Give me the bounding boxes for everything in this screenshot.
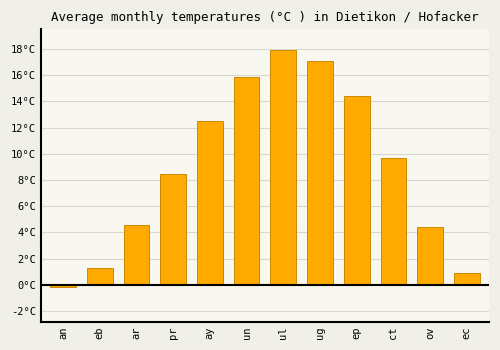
Bar xyxy=(160,174,186,285)
Bar xyxy=(344,96,370,285)
Bar xyxy=(87,268,112,285)
Bar xyxy=(454,273,479,285)
Bar xyxy=(124,225,150,285)
Bar xyxy=(307,61,333,285)
Title: Average monthly temperatures (°C ) in Dietikon / Hofacker: Average monthly temperatures (°C ) in Di… xyxy=(51,11,478,24)
Bar xyxy=(418,227,443,285)
Bar xyxy=(270,50,296,285)
Bar xyxy=(234,77,260,285)
Bar xyxy=(197,121,222,285)
Bar xyxy=(380,158,406,285)
Bar xyxy=(50,285,76,287)
